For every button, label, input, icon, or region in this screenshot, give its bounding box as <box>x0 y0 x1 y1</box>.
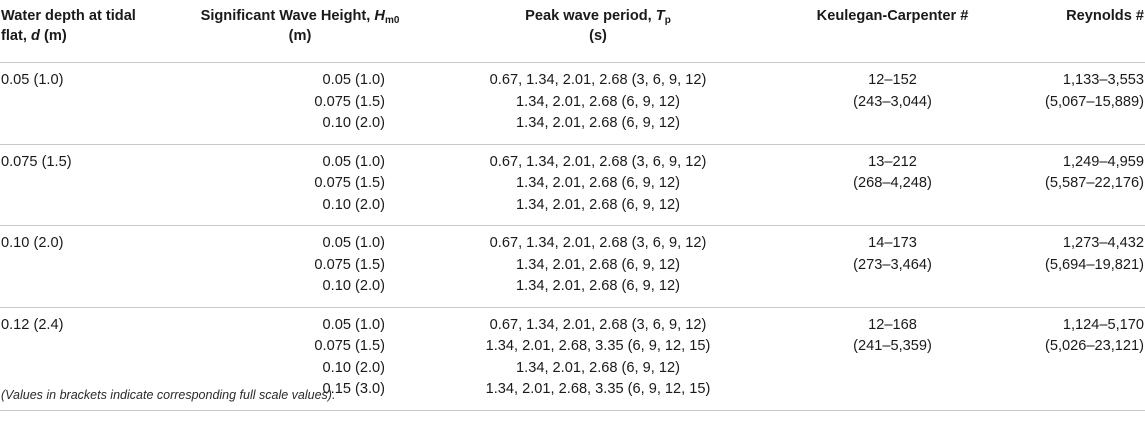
cell-reynolds: 1,133–3,553 (5,067–15,889) <box>1003 62 1145 145</box>
cell-keulegan-carpenter: 14–173 (273–3,464) <box>782 225 1003 308</box>
cell-reynolds: 1,124–5,170 (5,026–23,121) <box>1003 307 1145 411</box>
header-wave-height: Significant Wave Height, Hm0 (m) <box>186 0 414 63</box>
table-row: 0.10 (2.0) 0.05 (1.0) 0.075 (1.5) 0.10 (… <box>0 225 1145 308</box>
cell-water-depth: 0.10 (2.0) <box>0 225 186 308</box>
cell-wave-heights: 0.05 (1.0) 0.075 (1.5) 0.10 (2.0) <box>186 144 414 226</box>
cell-keulegan-carpenter: 12–168 (241–5,359) <box>782 307 1003 411</box>
cell-keulegan-carpenter: 12–152 (243–3,044) <box>782 62 1003 145</box>
header-reynolds: Reynolds # <box>1003 0 1145 63</box>
cell-wave-heights: 0.05 (1.0) 0.075 (1.5) 0.10 (2.0) 0.15 (… <box>186 307 414 411</box>
cell-peak-periods: 0.67, 1.34, 2.01, 2.68 (3, 6, 9, 12) 1.3… <box>414 225 782 308</box>
table-row: 0.12 (2.4) 0.05 (1.0) 0.075 (1.5) 0.10 (… <box>0 307 1145 411</box>
wave-parameters-table: Water depth at tidal flat, d (m) Signifi… <box>0 0 1145 411</box>
cell-water-depth: 0.075 (1.5) <box>0 144 186 226</box>
cell-peak-periods: 0.67, 1.34, 2.01, 2.68 (3, 6, 9, 12) 1.3… <box>414 144 782 226</box>
parameters-table-container: Water depth at tidal flat, d (m) Signifi… <box>0 0 1145 411</box>
header-keulegan-carpenter: Keulegan-Carpenter # <box>782 0 1003 63</box>
table-header-row: Water depth at tidal flat, d (m) Signifi… <box>0 0 1145 63</box>
cell-wave-heights: 0.05 (1.0) 0.075 (1.5) 0.10 (2.0) <box>186 225 414 308</box>
cell-peak-periods: 0.67, 1.34, 2.01, 2.68 (3, 6, 9, 12) 1.3… <box>414 307 782 411</box>
table-row: 0.05 (1.0) 0.05 (1.0) 0.075 (1.5) 0.10 (… <box>0 62 1145 145</box>
cell-peak-periods: 0.67, 1.34, 2.01, 2.68 (3, 6, 9, 12) 1.3… <box>414 62 782 145</box>
table-row: 0.075 (1.5) 0.05 (1.0) 0.075 (1.5) 0.10 … <box>0 144 1145 226</box>
cell-water-depth: 0.05 (1.0) <box>0 62 186 145</box>
header-peak-period: Peak wave period, Tp (s) <box>414 0 782 63</box>
cell-water-depth: 0.12 (2.4) <box>0 307 186 411</box>
cell-reynolds: 1,273–4,432 (5,694–19,821) <box>1003 225 1145 308</box>
cell-wave-heights: 0.05 (1.0) 0.075 (1.5) 0.10 (2.0) <box>186 62 414 145</box>
cell-keulegan-carpenter: 13–212 (268–4,248) <box>782 144 1003 226</box>
table-footnote: (Values in brackets indicate correspondi… <box>1 388 336 402</box>
header-water-depth: Water depth at tidal flat, d (m) <box>0 0 186 63</box>
cell-reynolds: 1,249–4,959 (5,587–22,176) <box>1003 144 1145 226</box>
